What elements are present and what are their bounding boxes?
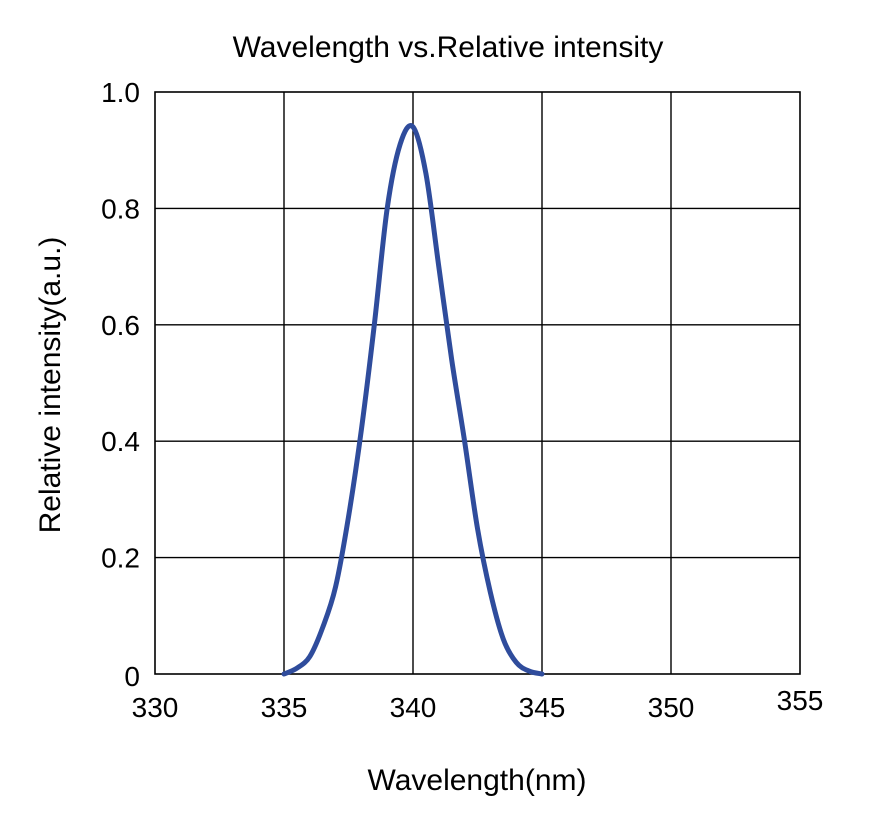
y-tick-label: 0 <box>124 661 140 692</box>
y-tick-label: 0.2 <box>101 543 140 574</box>
y-tick-label: 0.6 <box>101 310 140 341</box>
x-tick-labels: 330 335 340 345 350 355 <box>132 685 824 723</box>
x-tick-label: 330 <box>132 692 179 723</box>
grid <box>155 92 800 674</box>
plot-frame <box>154 91 801 675</box>
x-axis-label: Wavelength(nm) <box>368 764 587 797</box>
x-tick-label: 340 <box>390 692 437 723</box>
series-line <box>281 123 545 677</box>
y-tick-labels: 0 0.2 0.4 0.6 0.8 1.0 <box>101 77 140 692</box>
y-tick-label: 1.0 <box>101 77 140 108</box>
y-axis-label: Relative intensity(a.u.) <box>34 237 67 534</box>
x-tick-label: 335 <box>261 692 308 723</box>
y-tick-label: 0.8 <box>101 193 140 224</box>
x-tick-label: 350 <box>648 692 695 723</box>
x-tick-label: 355 <box>777 685 824 716</box>
y-tick-label: 0.4 <box>101 426 140 457</box>
chart-title: Wavelength vs.Relative intensity <box>233 31 664 64</box>
x-tick-label: 345 <box>519 692 566 723</box>
